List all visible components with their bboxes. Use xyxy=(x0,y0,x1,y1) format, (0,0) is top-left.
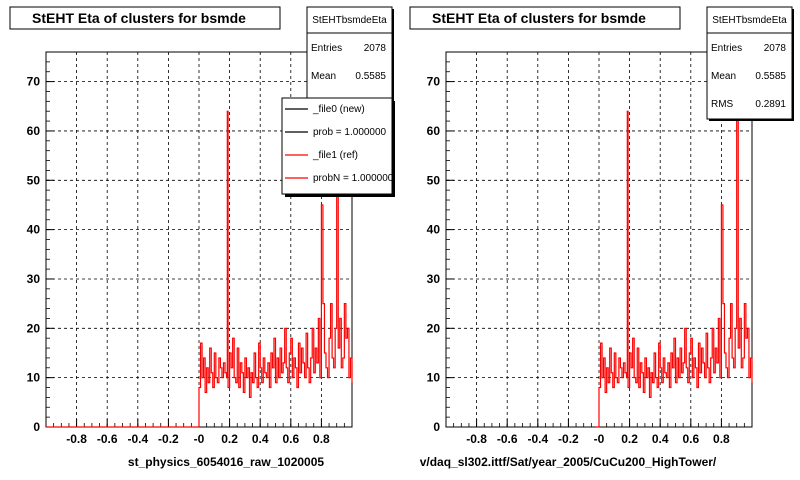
legend-label: _file0 (new) xyxy=(312,104,365,115)
chart-title-box xyxy=(409,6,681,30)
x-tick-label: 0.2 xyxy=(221,432,238,446)
y-tick-label: 70 xyxy=(427,75,441,89)
x-tick-label: 0.8 xyxy=(313,432,330,446)
stats-value: 2078 xyxy=(764,43,787,54)
stats-box xyxy=(706,6,793,120)
x-tick-label: -0.8 xyxy=(66,432,87,446)
chart-title: StEHT Eta of clusters for bsmde xyxy=(432,10,646,26)
x-tick-label: 0.6 xyxy=(682,432,699,446)
stats-label: Entries xyxy=(711,43,742,54)
legend-label: probN = 1.000000 xyxy=(313,173,394,184)
stats-value: 0.2891 xyxy=(755,99,786,110)
x-tick-label: 0.8 xyxy=(713,432,730,446)
y-tick-label: 20 xyxy=(27,321,41,335)
stats-value: 2078 xyxy=(364,43,387,54)
y-tick-label: 20 xyxy=(427,321,441,335)
y-tick-label: 40 xyxy=(27,223,41,237)
stats-label: Mean xyxy=(711,71,736,82)
x-tick-label: -0 xyxy=(194,432,205,446)
x-tick-label: -0.8 xyxy=(466,432,487,446)
stats-name: StEHTbsmdeEta xyxy=(712,15,787,26)
y-tick-label: 30 xyxy=(27,272,41,286)
x-tick-label: 0.6 xyxy=(282,432,299,446)
y-tick-label: 50 xyxy=(27,173,41,187)
chart-panel-2: -0.8 -0.6 -0.4 -0.2 -0 0.2 0.4 0.6 0.8 0 10 20 30 40 5… xyxy=(409,6,794,469)
stats-label: Entries xyxy=(311,43,342,54)
stats-value: 0.5585 xyxy=(755,71,786,82)
series-line xyxy=(46,66,353,428)
x-tick-label: -0.6 xyxy=(497,432,518,446)
series-line xyxy=(595,66,753,428)
legend-label: prob = 1.000000 xyxy=(313,127,387,138)
y-tick-label: 0 xyxy=(33,420,40,434)
y-tick-label: 0 xyxy=(433,420,440,434)
y-tick-label: 40 xyxy=(427,223,441,237)
legend-label: _file1 (ref) xyxy=(312,150,358,161)
x-tick-label: 0.2 xyxy=(621,432,638,446)
x-tick-label: -0.2 xyxy=(558,432,579,446)
chart-title-box xyxy=(9,6,281,30)
chart-panel-1: -0.8 -0.6 -0.4 -0.2 -0 0.2 0.4 0.6 0.8 0 10 20 30 40 5… xyxy=(9,6,395,469)
y-tick-label: 30 xyxy=(427,272,441,286)
y-tick-label: 60 xyxy=(27,124,41,138)
stats-label: RMS xyxy=(711,99,734,110)
x-axis-label: v/daq_sl302.ittf/Sat/year_2005/CuCu200_H… xyxy=(420,455,717,469)
x-axis-label: st_physics_6054016_raw_1020005 xyxy=(128,455,324,469)
y-tick-label: 70 xyxy=(27,75,41,89)
stats-name: StEHTbsmdeEta xyxy=(312,15,387,26)
x-tick-label: -0.4 xyxy=(127,432,148,446)
x-tick-label: 0.4 xyxy=(252,432,269,446)
x-tick-label: -0.6 xyxy=(97,432,118,446)
y-tick-label: 10 xyxy=(427,371,441,385)
y-tick-label: 10 xyxy=(27,371,41,385)
stats-value: 0.5585 xyxy=(355,71,386,82)
stats-label: Mean xyxy=(311,71,336,82)
y-tick-label: 60 xyxy=(427,124,441,138)
x-tick-label: -0.4 xyxy=(527,432,548,446)
y-tick-label: 50 xyxy=(427,173,441,187)
x-tick-label: -0.2 xyxy=(158,432,179,446)
x-tick-label: 0.4 xyxy=(652,432,669,446)
chart-title: StEHT Eta of clusters for bsmde xyxy=(32,10,246,26)
x-tick-label: -0 xyxy=(594,432,605,446)
